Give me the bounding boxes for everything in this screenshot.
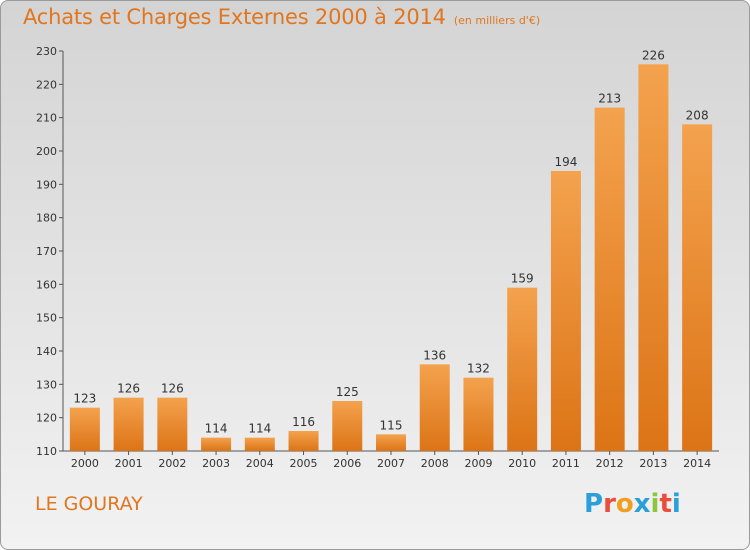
bar-2000 — [69, 407, 100, 451]
logo-letter: x — [633, 489, 651, 519]
x-tick-label: 2008 — [421, 457, 449, 470]
proxiti-logo: Proxiti — [584, 489, 681, 519]
bar-2013 — [638, 64, 669, 452]
bar-2003 — [201, 437, 232, 451]
logo-letter: t — [659, 489, 672, 519]
x-tick-label: 2000 — [71, 457, 99, 470]
x-tick-label: 2014 — [683, 457, 711, 470]
x-tick-label: 2007 — [377, 457, 405, 470]
chart-title: Achats et Charges Externes 2000 à 2014 — [23, 5, 446, 29]
data-label: 194 — [554, 155, 577, 169]
y-tick-label: 210 — [36, 112, 57, 125]
logo-letter: o — [615, 489, 634, 519]
logo-letter: i — [650, 489, 660, 519]
y-tick-label: 120 — [36, 412, 57, 425]
y-tick-label: 110 — [36, 445, 57, 458]
data-label: 125 — [336, 385, 359, 399]
bar-2011 — [550, 171, 581, 451]
x-tick-label: 2001 — [115, 457, 143, 470]
data-labels: 123 126 126 114 114 116 125 115 136 132 159 194 213 2… — [73, 48, 708, 435]
bar-2010 — [507, 287, 538, 451]
data-label: 114 — [205, 422, 228, 436]
bar-2009 — [463, 377, 494, 451]
data-label: 116 — [292, 415, 315, 429]
x-tick-label: 2009 — [464, 457, 492, 470]
data-label: 123 — [73, 392, 96, 406]
x-tick-label: 2004 — [246, 457, 274, 470]
y-tick-label: 230 — [36, 45, 57, 58]
bars — [69, 64, 713, 452]
data-label: 115 — [380, 418, 403, 432]
bar-2008 — [419, 364, 450, 451]
bar-2004 — [244, 437, 275, 451]
data-label: 159 — [511, 272, 534, 286]
data-label: 136 — [423, 348, 446, 362]
data-label: 126 — [161, 382, 184, 396]
data-label: 114 — [248, 422, 271, 436]
y-tick-label: 200 — [36, 145, 57, 158]
bar-2007 — [376, 434, 406, 451]
bar-2012 — [594, 107, 625, 452]
bar-2006 — [332, 401, 363, 451]
y-tick-label: 160 — [36, 278, 57, 291]
axes: 110 120 130 140 150 160 170 180 190 200 210 220 230 2… — [36, 45, 719, 470]
y-tick-label: 180 — [36, 212, 57, 225]
bar-2014 — [682, 124, 713, 451]
logo-letter: r — [603, 489, 616, 519]
data-label: 208 — [686, 108, 709, 122]
y-tick-label: 220 — [36, 78, 57, 91]
bar-2001 — [113, 397, 144, 451]
logo-letter: i — [671, 489, 681, 519]
x-tick-label: 2012 — [596, 457, 624, 470]
x-tick-label: 2011 — [552, 457, 580, 470]
y-tick-label: 140 — [36, 345, 57, 358]
data-label: 132 — [467, 362, 490, 376]
bar-2002 — [157, 397, 188, 451]
bar-2005 — [288, 431, 319, 451]
data-label: 213 — [598, 92, 621, 106]
x-tick-label: 2013 — [639, 457, 667, 470]
x-tick-label: 2010 — [508, 457, 536, 470]
y-tick-label: 150 — [36, 312, 57, 325]
x-tick-label: 2002 — [158, 457, 186, 470]
y-tick-label: 170 — [36, 245, 57, 258]
title-row: Achats et Charges Externes 2000 à 2014 (e… — [23, 5, 540, 29]
commune-name: LE GOURAY — [35, 493, 143, 515]
chart-subtitle: (en milliers d'€) — [453, 14, 541, 27]
data-label: 226 — [642, 48, 665, 62]
y-tick-label: 190 — [36, 178, 57, 191]
x-tick-label: 2006 — [333, 457, 361, 470]
x-tick-label: 2003 — [202, 457, 230, 470]
x-tick-label: 2005 — [290, 457, 318, 470]
logo-letter: P — [584, 489, 604, 519]
y-tick-label: 130 — [36, 378, 57, 391]
data-label: 126 — [117, 382, 140, 396]
